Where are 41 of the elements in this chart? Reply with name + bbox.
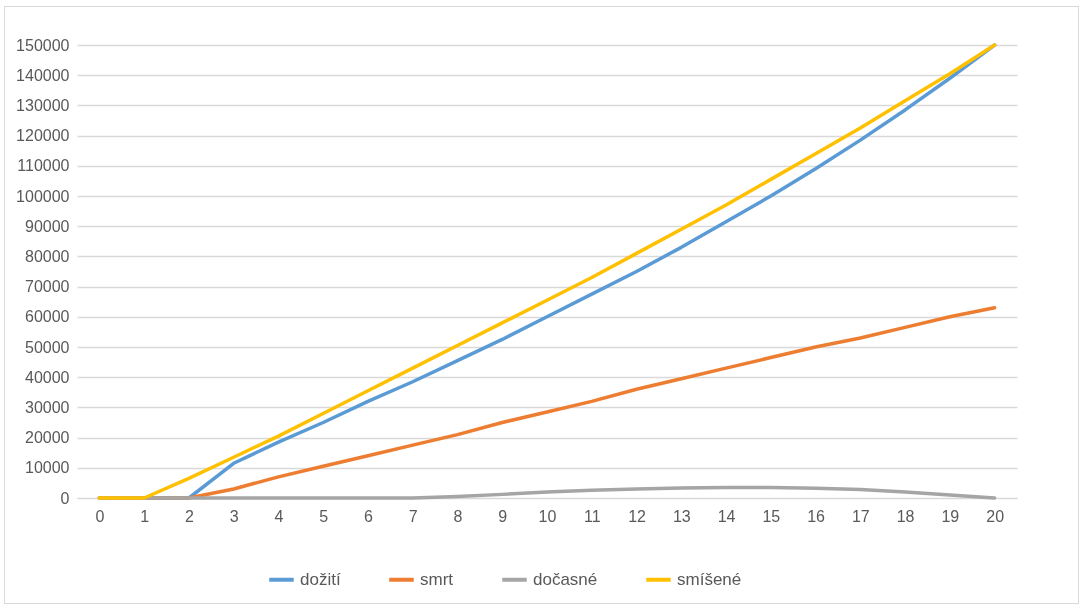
- x-tick-label: 8: [453, 507, 463, 525]
- x-tick-label: 1: [140, 507, 150, 525]
- y-tick-label: 90000: [25, 217, 70, 235]
- x-tick-label: 15: [762, 507, 781, 525]
- y-tick-label: 40000: [25, 368, 70, 386]
- y-tick-label: 30000: [25, 398, 70, 416]
- x-tick-label: 18: [896, 507, 915, 525]
- y-tick-label: 20000: [25, 429, 70, 447]
- x-tick-label: 17: [851, 507, 870, 525]
- x-tick-label: 0: [95, 507, 105, 525]
- x-tick-label: 9: [498, 507, 508, 525]
- legend-label: dožití: [300, 569, 341, 589]
- y-tick-label: 100000: [16, 187, 70, 205]
- y-tick-label: 110000: [17, 157, 70, 175]
- y-tick-label: 60000: [25, 308, 70, 326]
- x-tick-label: 16: [807, 507, 826, 525]
- x-tick-label: 6: [364, 507, 373, 525]
- x-tick-label: 3: [229, 507, 239, 525]
- x-tick-label: 5: [319, 507, 329, 525]
- y-tick-label: 150000: [16, 36, 70, 54]
- legend-label: smrt: [420, 569, 454, 589]
- x-tick-label: 7: [408, 507, 418, 525]
- x-tick-label: 11: [583, 507, 601, 525]
- y-tick-label: 0: [60, 489, 70, 507]
- x-tick-label: 2: [184, 507, 194, 525]
- y-tick-label: 10000: [25, 459, 70, 477]
- y-tick-label: 80000: [25, 247, 70, 265]
- y-tick-label: 140000: [16, 66, 70, 84]
- x-tick-label: 4: [274, 507, 284, 525]
- y-tick-label: 50000: [25, 338, 70, 356]
- x-tick-label: 13: [672, 507, 691, 525]
- x-tick-label: 10: [538, 507, 557, 525]
- legend-label: dočasné: [533, 569, 598, 589]
- y-tick-label: 130000: [16, 96, 70, 114]
- legend-label: smíšené: [677, 569, 742, 589]
- x-tick-label: 19: [941, 507, 960, 525]
- y-tick-label: 70000: [25, 278, 70, 296]
- x-tick-label: 12: [628, 507, 647, 525]
- x-tick-label: 14: [717, 507, 736, 525]
- x-tick-label: 20: [986, 507, 1005, 525]
- y-tick-label: 120000: [16, 127, 70, 145]
